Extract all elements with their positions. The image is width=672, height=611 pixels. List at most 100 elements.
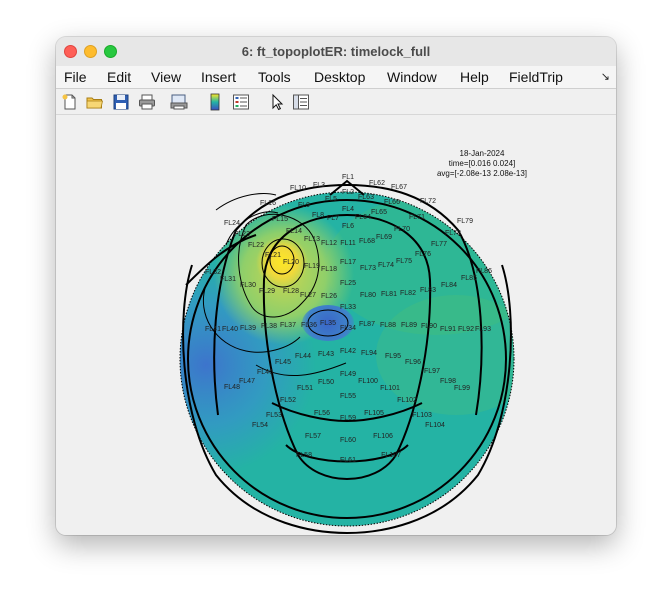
menu-tools[interactable]: Tools <box>258 69 291 85</box>
window-title: 6: ft_topoplotER: timelock_full <box>241 44 431 59</box>
channel-label-fl10: FL10 <box>290 185 306 192</box>
menu-edit[interactable]: Edit <box>107 69 132 85</box>
channel-label-fl48: FL48 <box>224 384 240 391</box>
plot-date: 18-Jan-2024 <box>460 149 505 158</box>
channel-label-fl15: FL15 <box>272 216 288 223</box>
channel-label-fl103: FL103 <box>412 412 432 419</box>
channel-label-fl49: FL49 <box>340 371 356 378</box>
channel-label-fl95: FL95 <box>385 353 401 360</box>
channel-label-fl83: FL83 <box>420 287 436 294</box>
print-preview-icon[interactable] <box>170 93 188 111</box>
channel-label-fl6: FL6 <box>342 223 354 230</box>
menu-bar: File Edit View Insert Tools Desktop Wind… <box>56 66 616 89</box>
channel-label-fl67: FL67 <box>391 184 407 191</box>
channel-label-fl65: FL65 <box>371 209 387 216</box>
channel-label-fl51: FL51 <box>297 385 313 392</box>
plot-info-text: 18-Jan-2024 time=[0.016 0.024] avg=[-2.0… <box>437 149 527 178</box>
channel-label-fl7: FL7 <box>327 215 339 222</box>
close-window-button[interactable] <box>64 45 77 58</box>
channel-label-fl90: FL90 <box>421 323 437 330</box>
channel-label-fl104: FL104 <box>425 422 445 429</box>
channel-label-fl52: FL52 <box>280 397 296 404</box>
new-figure-icon[interactable] <box>61 93 79 111</box>
channel-label-fl9: FL9 <box>298 202 310 209</box>
channel-label-fl92: FL92 <box>458 326 474 333</box>
channel-label-fl25: FL25 <box>340 280 356 287</box>
channel-label-fl105: FL105 <box>364 410 384 417</box>
channel-label-fl72: FL72 <box>420 198 436 205</box>
plot-time-window: time=[0.016 0.024] <box>449 159 516 168</box>
channel-label-fl4: FL4 <box>342 206 354 213</box>
title-bar[interactable]: 6: ft_topoplotER: timelock_full <box>56 37 616 67</box>
print-icon[interactable] <box>138 93 156 111</box>
channel-label-fl70: FL70 <box>394 226 410 233</box>
channel-label-fl28: FL28 <box>283 288 299 295</box>
channel-label-fl107: FL107 <box>381 452 401 459</box>
channel-label-fl101: FL101 <box>380 385 400 392</box>
channel-label-fl27: FL27 <box>300 292 316 299</box>
channel-label-fl79: FL79 <box>457 218 473 225</box>
channel-label-fl16: FL16 <box>260 200 276 207</box>
menu-overflow-arrow-icon[interactable]: ↘ <box>600 71 610 83</box>
channel-label-fl68: FL68 <box>359 238 375 245</box>
channel-label-fl89: FL89 <box>401 322 417 329</box>
menu-help[interactable]: Help <box>460 69 489 85</box>
channel-label-fl91: FL91 <box>440 326 456 333</box>
colorbar-icon[interactable] <box>206 93 224 111</box>
channel-label-fl98: FL98 <box>440 378 456 385</box>
channel-label-fl71: FL71 <box>409 214 425 221</box>
channel-label-fl50: FL50 <box>318 379 334 386</box>
channel-label-fl32: FL32 <box>205 269 221 276</box>
zoom-window-button[interactable] <box>104 45 117 58</box>
channel-label-fl80: FL80 <box>360 292 376 299</box>
channel-label-fl63: FL63 <box>358 194 374 201</box>
channel-label-fl29: FL29 <box>259 288 275 295</box>
channel-label-fl100: FL100 <box>358 378 378 385</box>
channel-label-fl17: FL17 <box>340 259 356 266</box>
channel-label-fl19: FL19 <box>304 263 320 270</box>
channel-label-fl57: FL57 <box>305 433 321 440</box>
channel-label-fl44: FL44 <box>295 353 311 360</box>
topoplot-axes[interactable]: 18-Jan-2024 time=[0.016 0.024] avg=[-2.0… <box>56 115 616 535</box>
menu-file[interactable]: File <box>64 69 87 85</box>
channel-label-fl34: FL34 <box>340 325 356 332</box>
channel-label-fl74: FL74 <box>378 262 394 269</box>
open-file-icon[interactable] <box>86 93 104 111</box>
channel-label-fl37: FL37 <box>280 322 296 329</box>
channel-label-fl36: FL36 <box>301 322 317 329</box>
channel-label-fl81: FL81 <box>381 291 397 298</box>
channel-label-fl102: FL102 <box>397 397 417 404</box>
channel-label-fl78: FL78 <box>445 230 461 237</box>
channel-label-fl106: FL106 <box>373 433 393 440</box>
save-icon[interactable] <box>112 93 130 111</box>
figure-toolbar <box>56 89 616 115</box>
channel-label-fl2: FL2 <box>342 189 354 196</box>
channel-label-fl69: FL69 <box>376 234 392 241</box>
head-dotted-boundary <box>179 191 515 527</box>
channel-label-fl54: FL54 <box>252 422 268 429</box>
channel-label-fl22: FL22 <box>248 242 264 249</box>
edit-plot-cursor-icon[interactable] <box>268 93 286 111</box>
menu-view[interactable]: View <box>151 69 182 85</box>
minimize-window-button[interactable] <box>84 45 97 58</box>
menu-desktop[interactable]: Desktop <box>314 69 366 85</box>
channel-label-fl41: FL41 <box>205 326 221 333</box>
menu-insert[interactable]: Insert <box>201 69 237 85</box>
channel-label-fl75: FL75 <box>396 258 412 265</box>
channel-label-fl20: FL20 <box>283 259 299 266</box>
property-inspector-icon[interactable] <box>292 93 310 111</box>
channel-label-fl88: FL88 <box>380 322 396 329</box>
channel-label-fl35: FL35 <box>320 320 336 327</box>
channel-label-fl26: FL26 <box>321 293 337 300</box>
channel-label-fl24: FL24 <box>224 220 240 227</box>
figure-canvas[interactable]: 18-Jan-2024 time=[0.016 0.024] avg=[-2.0… <box>56 115 616 535</box>
channel-label-fl33: FL33 <box>340 304 356 311</box>
menu-window[interactable]: Window <box>387 69 437 85</box>
channel-label-fl99: FL99 <box>454 385 470 392</box>
channel-label-fl45: FL45 <box>275 359 291 366</box>
channel-label-fl8: FL8 <box>312 212 324 219</box>
channel-label-fl60: FL60 <box>340 437 356 444</box>
legend-icon[interactable] <box>232 93 250 111</box>
channel-label-fl18: FL18 <box>321 266 337 273</box>
menu-fieldtrip[interactable]: FieldTrip <box>509 69 563 85</box>
